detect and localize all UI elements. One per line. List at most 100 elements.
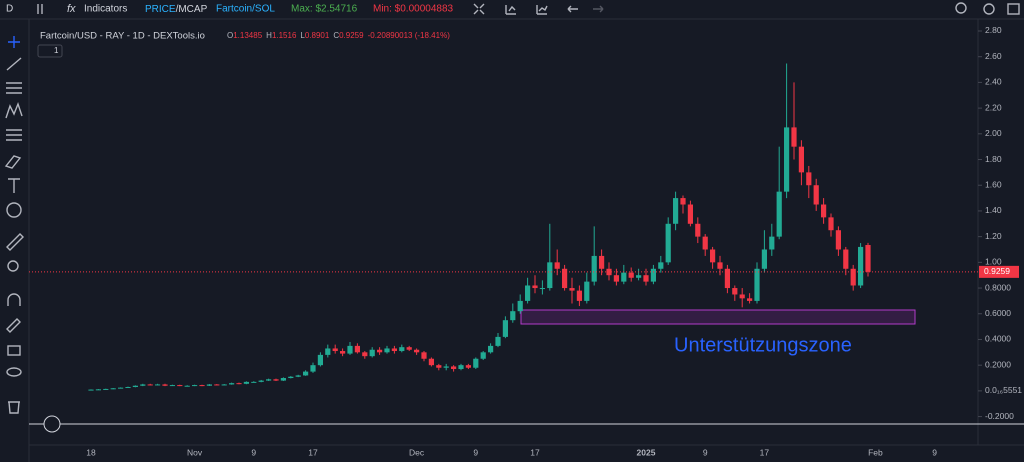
legend-badge[interactable]: 1	[54, 46, 59, 55]
y-tick-label: 1.80	[985, 154, 1002, 164]
candle-body	[369, 349, 375, 357]
candle-body	[488, 345, 494, 353]
icon-fib[interactable]	[6, 82, 22, 94]
x-tick-label: 18	[86, 447, 96, 457]
candle-body	[650, 268, 656, 282]
candle-body	[391, 348, 397, 352]
candle-body	[850, 268, 856, 286]
candle-body	[473, 358, 479, 368]
candle-body	[636, 275, 642, 278]
candle-body	[325, 348, 331, 355]
annotation[interactable]: Unterstützungszone	[674, 334, 852, 356]
pair[interactable]: Fartcoin/SOL	[216, 4, 275, 15]
icon-emoji[interactable]	[6, 202, 22, 218]
icon-ruler[interactable]	[6, 233, 24, 251]
candle-body	[303, 371, 309, 376]
candle-body	[428, 358, 434, 366]
y-tick-label: 1.60	[985, 179, 1002, 189]
candle-body	[465, 365, 471, 368]
legend-title: Fartcoin/USD - RAY - 1D - DEXTools.io	[40, 31, 205, 42]
candle-body	[784, 127, 790, 192]
support-zone[interactable]	[520, 309, 916, 325]
icon-undo[interactable]	[567, 5, 578, 13]
mcap[interactable]: /MCAP	[176, 4, 208, 15]
candle-body	[761, 249, 767, 269]
icon-lock[interactable]	[7, 345, 21, 356]
icon-brush[interactable]	[4, 155, 22, 169]
candle-body	[177, 385, 183, 387]
candle-body	[436, 365, 442, 368]
candle-body	[813, 185, 819, 205]
ohlc-change: -0.20890013 (-18.41%)	[368, 31, 451, 40]
icon-zoom[interactable]	[7, 260, 19, 272]
icon-magnet[interactable]	[7, 293, 21, 306]
candle-body	[406, 347, 412, 350]
icon-trendline[interactable]	[6, 57, 22, 71]
icon-fullscreen[interactable]	[473, 3, 485, 15]
pane-handle[interactable]	[43, 415, 61, 433]
x-tick-label: 17	[530, 447, 540, 457]
y-tick-label: 0.6000	[985, 308, 1011, 318]
candle-body	[502, 320, 508, 337]
price[interactable]: PRICE	[145, 4, 176, 15]
candle-body	[510, 311, 516, 321]
candle-body	[125, 387, 131, 389]
ohlc-value: 0.8901	[305, 31, 330, 40]
icon-candles[interactable]	[37, 4, 43, 14]
x-tick-label: 9	[703, 447, 708, 457]
x-tick-label: 2025	[637, 447, 656, 457]
candle-body	[798, 146, 804, 173]
candle-body	[414, 349, 420, 353]
ohlc-key: L	[300, 31, 305, 40]
icon-eye[interactable]	[6, 367, 22, 377]
candle-body	[673, 198, 679, 224]
y-tick-label: 1.20	[985, 231, 1002, 241]
last-price-label: 0.9259	[984, 266, 1010, 276]
price-mcap[interactable]: PRICE/MCAP	[145, 4, 208, 15]
x-tick-label: Nov	[187, 447, 203, 457]
candle-body	[843, 249, 849, 269]
icon-redo[interactable]	[593, 5, 604, 13]
candle-body	[221, 384, 227, 386]
legend-badge-box[interactable]	[37, 44, 63, 58]
y-tick-label: 2.40	[985, 77, 1002, 87]
candle-body	[532, 285, 538, 289]
icon-trash[interactable]	[8, 401, 20, 414]
interval[interactable]: D	[6, 4, 13, 15]
candle-body	[702, 236, 708, 250]
fx-icon[interactable]: fx	[67, 3, 76, 15]
candle-body	[147, 384, 153, 386]
icon-text[interactable]	[8, 178, 20, 193]
y-tick-label: 0.0₁₆5551	[985, 385, 1022, 395]
candle-body	[162, 384, 168, 386]
candle-body	[169, 385, 175, 387]
icon-projection[interactable]	[6, 129, 22, 141]
candle-body	[687, 204, 693, 224]
candle-body	[236, 383, 242, 385]
icon-lock-draw[interactable]	[6, 318, 21, 333]
icon-settings[interactable]	[983, 3, 995, 15]
candle-body	[747, 298, 753, 301]
ohlc-value: 1.1516	[272, 31, 297, 40]
candle-body	[243, 381, 249, 384]
icon-search[interactable]	[955, 2, 967, 14]
candle-body	[332, 348, 338, 352]
candle-body	[280, 378, 286, 381]
x-tick-label: 9	[932, 447, 937, 457]
min: Min: $0.00004883	[373, 4, 454, 15]
candle-body	[288, 376, 294, 379]
icon-chart[interactable]	[505, 5, 516, 15]
candle-body	[140, 384, 146, 386]
candle-body	[769, 236, 775, 250]
icon-pattern[interactable]	[5, 101, 23, 119]
icon-crosshair[interactable]	[8, 36, 20, 48]
candle-body	[525, 285, 531, 301]
ohlc-key: H	[266, 31, 272, 40]
icon-snapshot[interactable]	[1007, 3, 1020, 15]
indicators[interactable]: Indicators	[84, 4, 127, 15]
candle-body	[266, 379, 272, 381]
candle-body	[199, 385, 205, 387]
y-tick-label: 2.20	[985, 102, 1002, 112]
icon-compare[interactable]	[536, 5, 548, 15]
